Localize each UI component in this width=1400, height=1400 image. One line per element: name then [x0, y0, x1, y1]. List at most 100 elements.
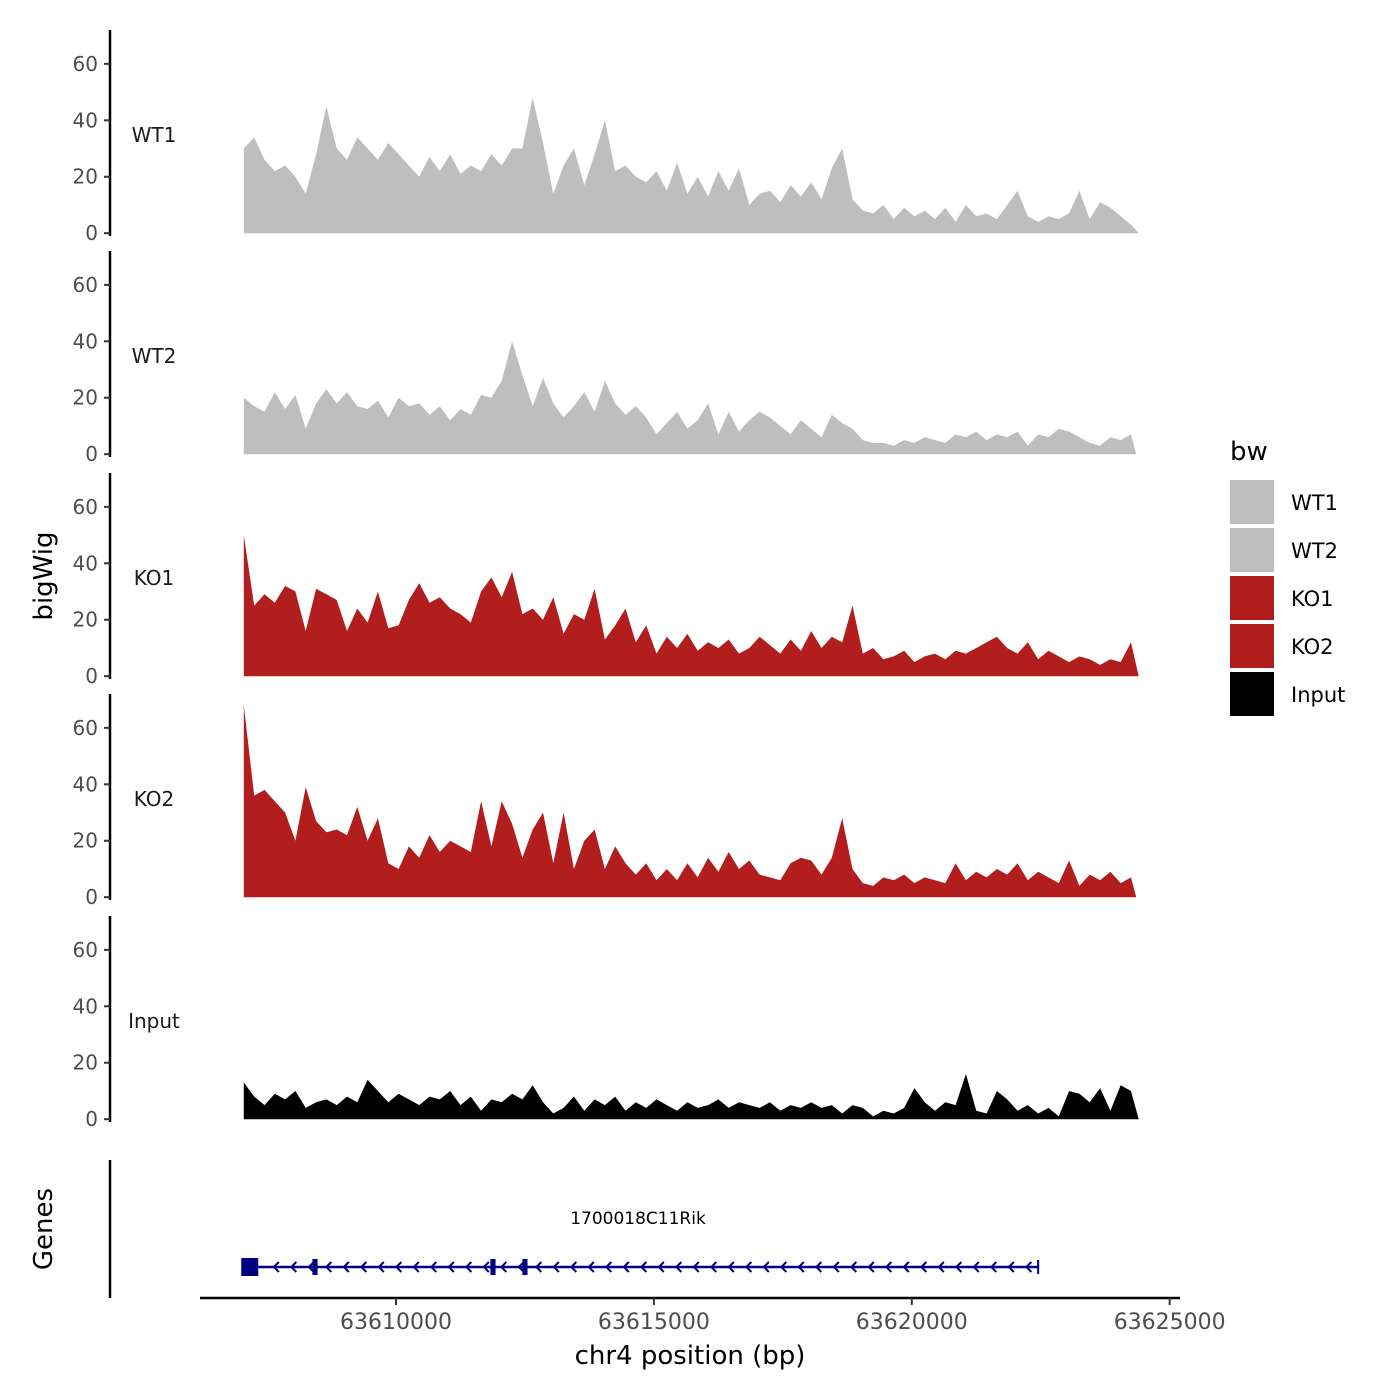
- strand-arrow: [394, 1261, 403, 1273]
- track-ko2: 0 20 40 60 KO2: [73, 694, 1137, 909]
- y-tick-label: 40: [73, 772, 98, 796]
- strand-arrow: [1024, 1261, 1033, 1273]
- strand-arrow: [272, 1261, 280, 1273]
- strand-arrow: [482, 1261, 490, 1273]
- y-tick-label: 0: [85, 664, 98, 688]
- strand-arrow: [674, 1261, 683, 1273]
- strand-arrow: [657, 1261, 665, 1273]
- coverage-tracks: 0 20 40 60 WT1 0 20 40 60 WT2 0 20 40 60 KO1 0 20 40 60 KO2…: [73, 30, 1139, 1131]
- strand-arrow: [779, 1261, 788, 1273]
- legend-label-wt2: WT2: [1291, 539, 1338, 563]
- track-input: 0 20 40 60 Input: [73, 916, 1139, 1131]
- strand-arrow: [359, 1261, 368, 1273]
- area-ko2: [243, 705, 1137, 898]
- y-tick-label: 60: [73, 52, 98, 76]
- legend-swatch-ko1: [1230, 576, 1274, 620]
- strand-arrow: [692, 1261, 700, 1273]
- legend-label-ko1: KO1: [1291, 587, 1334, 611]
- legend: bw WT1 WT2 KO1 KO2 Input: [1230, 437, 1345, 716]
- track-wt1: 0 20 40 60 WT1: [73, 30, 1139, 245]
- strand-arrow: [587, 1261, 595, 1273]
- strand-arrow: [989, 1261, 998, 1273]
- y-tick-label: 0: [85, 885, 98, 909]
- track-label-input: Input: [128, 1009, 180, 1033]
- strand-arrow: [499, 1261, 508, 1273]
- strand-arrow: [797, 1261, 805, 1273]
- y-tick-label: 40: [73, 108, 98, 132]
- y-tick-label: 20: [73, 1051, 98, 1075]
- legend-swatch-ko2: [1230, 624, 1274, 668]
- y-tick-label: 0: [85, 1107, 98, 1131]
- y-tick-label: 60: [73, 716, 98, 740]
- strand-arrow: [377, 1261, 385, 1273]
- track-label-ko2: KO2: [134, 787, 175, 811]
- y-tick-label: 0: [85, 221, 98, 245]
- legend-label-wt1: WT1: [1291, 491, 1338, 515]
- y-tick-label: 20: [73, 386, 98, 410]
- strand-arrow: [569, 1261, 578, 1273]
- x-tick-label: 63625000: [1114, 1310, 1226, 1335]
- strand-arrow: [709, 1261, 718, 1273]
- gene-exon: [312, 1259, 318, 1275]
- area-wt1: [243, 97, 1139, 234]
- strand-arrow: [622, 1261, 630, 1273]
- y-tick-label: 40: [73, 994, 98, 1018]
- y-tick-label: 60: [73, 273, 98, 297]
- strand-arrow: [447, 1261, 455, 1273]
- track-label-ko1: KO1: [134, 566, 175, 590]
- strand-arrow: [762, 1261, 770, 1273]
- strand-arrow: [954, 1261, 963, 1273]
- strand-arrow: [937, 1261, 945, 1273]
- strand-arrow: [902, 1261, 910, 1273]
- x-axis-title: chr4 position (bp): [575, 1341, 806, 1371]
- x-tick-label: 63610000: [340, 1310, 452, 1335]
- strand-arrow: [289, 1261, 298, 1273]
- legend-swatch-wt1: [1230, 480, 1274, 524]
- area-input: [243, 1074, 1139, 1120]
- x-tick-label: 63615000: [598, 1310, 710, 1335]
- y-tick-label: 60: [73, 495, 98, 519]
- legend-swatch-input: [1230, 672, 1274, 716]
- genes-axis-title: Genes: [29, 1188, 59, 1270]
- strand-arrow: [324, 1261, 333, 1273]
- strand-arrow: [849, 1261, 858, 1273]
- y-tick-label: 20: [73, 608, 98, 632]
- strand-arrow: [972, 1261, 980, 1273]
- legend-swatch-wt2: [1230, 528, 1274, 572]
- x-axis: 63610000 63615000 63620000 63625000: [200, 1296, 1226, 1335]
- strand-arrow: [744, 1261, 753, 1273]
- gene-exon: [241, 1258, 259, 1276]
- strand-arrow: [464, 1261, 473, 1273]
- track-label-wt1: WT1: [132, 123, 177, 147]
- y-tick-label: 40: [73, 329, 98, 353]
- gene-name-label: 1700018C11Rik: [570, 1209, 706, 1229]
- strand-arrow: [342, 1261, 350, 1273]
- genes-panel: 1700018C11Rik: [108, 1160, 1040, 1298]
- track-ko1: 0 20 40 60 KO1: [73, 473, 1139, 688]
- y-tick-label: 0: [85, 442, 98, 466]
- area-ko1: [243, 535, 1139, 677]
- track-label-wt2: WT2: [132, 344, 177, 368]
- strand-arrow: [814, 1261, 823, 1273]
- y-tick-label: 20: [73, 165, 98, 189]
- x-tick-label: 63620000: [856, 1310, 968, 1335]
- gene-exon: [490, 1259, 496, 1275]
- strand-arrow: [429, 1261, 438, 1273]
- y-tick-label: 20: [73, 829, 98, 853]
- strand-arrow: [919, 1261, 928, 1273]
- strand-arrow: [604, 1261, 613, 1273]
- y-tick-label: 40: [73, 551, 98, 575]
- y-tick-label: 60: [73, 938, 98, 962]
- strand-arrow: [867, 1261, 875, 1273]
- strand-arrow: [832, 1261, 840, 1273]
- area-wt2: [243, 341, 1137, 455]
- gene-exon: [522, 1259, 528, 1275]
- strand-arrow: [1007, 1261, 1015, 1273]
- strand-arrow: [727, 1261, 735, 1273]
- legend-label-ko2: KO2: [1291, 635, 1334, 659]
- strand-arrow: [517, 1261, 525, 1273]
- strand-arrow: [307, 1261, 315, 1273]
- track-wt2: 0 20 40 60 WT2: [73, 251, 1137, 466]
- strand-arrow: [639, 1261, 648, 1273]
